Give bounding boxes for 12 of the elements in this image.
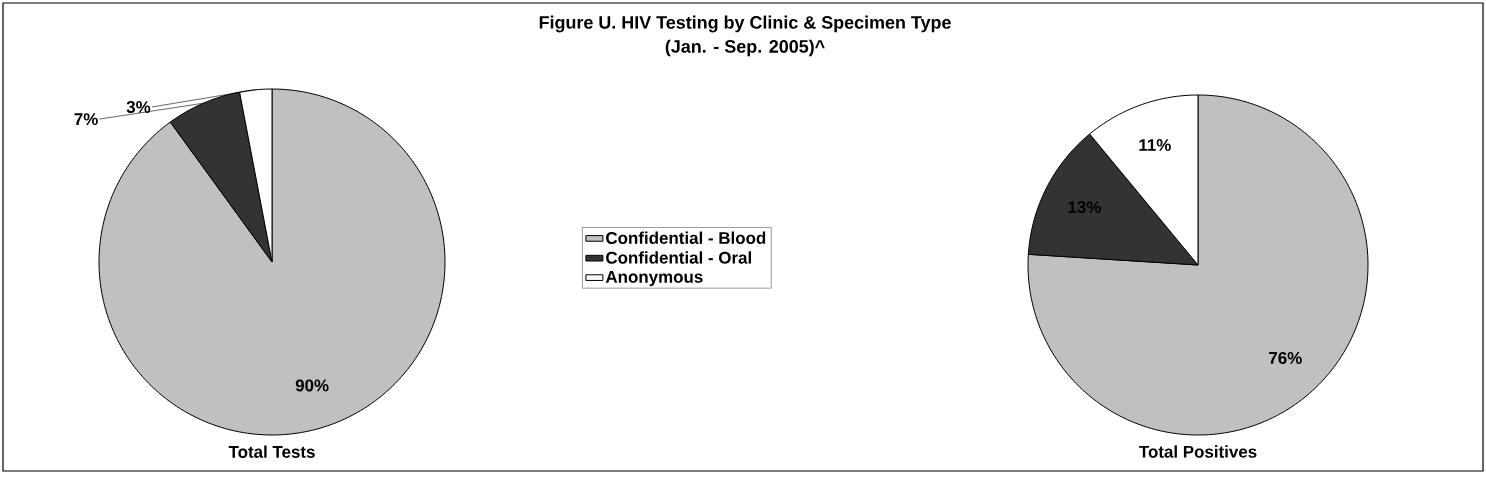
chart-title: Figure U. HIV Testing by Clinic & Specimen Type	[539, 15, 951, 33]
data-label: 7%	[74, 113, 98, 126]
text: Total Tests	[228, 445, 315, 458]
legend-label: Confidential - Blood	[606, 231, 766, 244]
data-label: 76%	[1269, 351, 1302, 364]
text: Total Positives	[1139, 445, 1257, 458]
data-label: 90%	[295, 379, 329, 392]
legend-label: Anonymous	[605, 271, 703, 287]
chart-subtitle: (Jan. - Sep. 2005)^	[665, 39, 825, 57]
data-label: 3%	[126, 100, 151, 113]
legend-label: Confidential - Oral	[606, 251, 751, 264]
data-label: 11%	[1139, 139, 1171, 151]
